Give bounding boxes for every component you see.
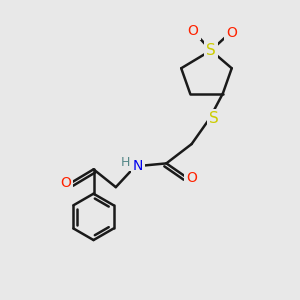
Text: O: O xyxy=(60,176,71,190)
Text: O: O xyxy=(186,171,197,185)
Text: H: H xyxy=(121,156,130,169)
Text: S: S xyxy=(206,43,216,58)
Text: O: O xyxy=(188,24,199,38)
Text: N: N xyxy=(133,159,143,173)
Text: S: S xyxy=(209,111,219,126)
Text: O: O xyxy=(226,26,237,40)
